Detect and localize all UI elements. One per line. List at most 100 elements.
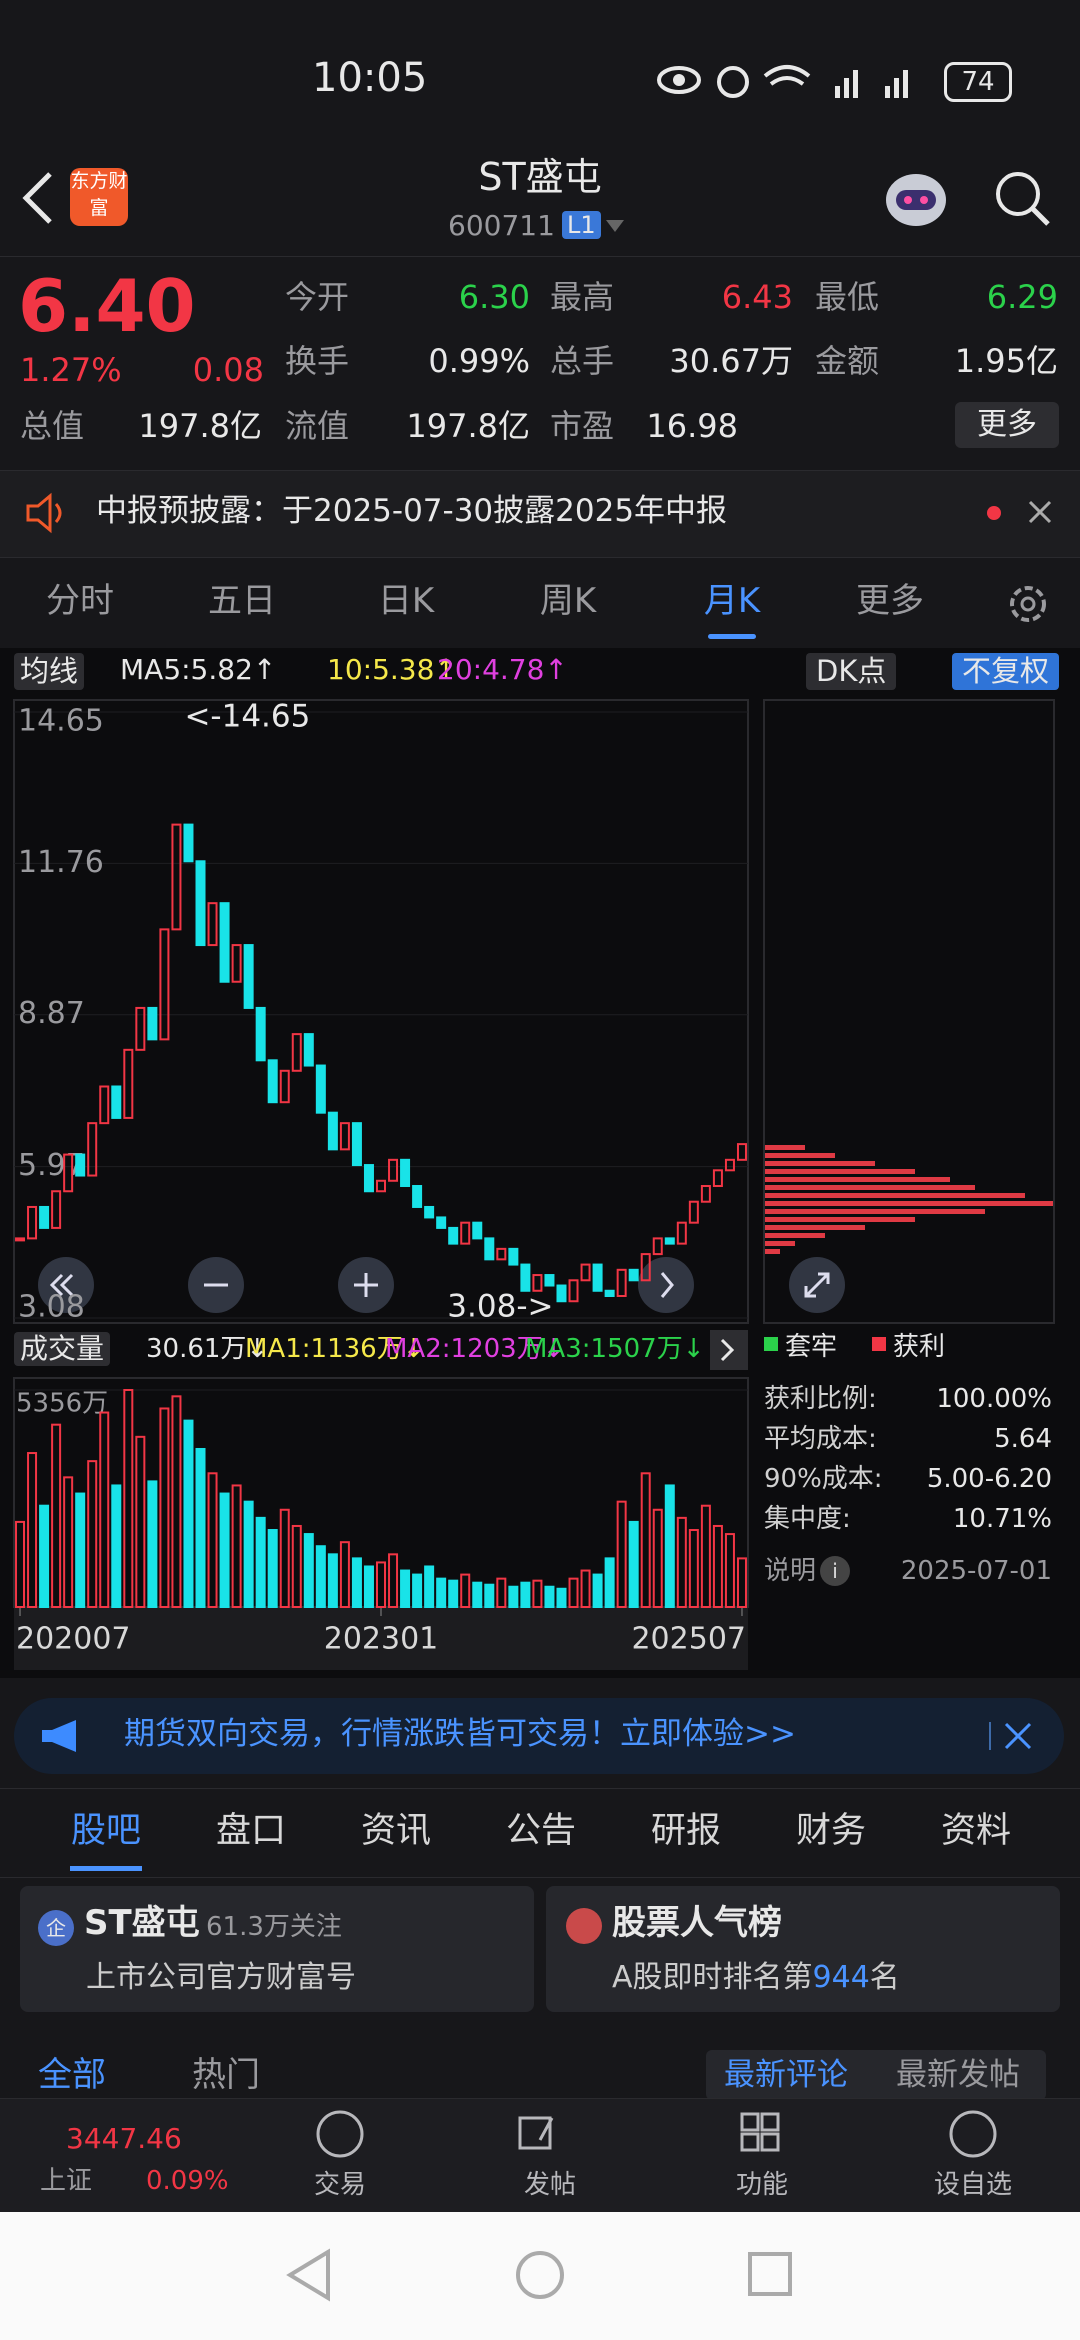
volume-bar <box>412 1573 423 1609</box>
feed-tab-all[interactable]: 全部 <box>38 2055 106 2095</box>
robot-icon[interactable] <box>878 164 954 236</box>
volume-expand[interactable] <box>710 1330 748 1370</box>
info-icon[interactable]: i <box>820 1556 850 1586</box>
candle <box>303 1033 314 1067</box>
period-tab[interactable]: 周K <box>539 581 597 621</box>
period-tab[interactable]: 日K <box>377 581 435 621</box>
volume-bar <box>303 1533 314 1609</box>
notice-close[interactable] <box>984 498 1054 528</box>
volume-bar <box>87 1460 98 1609</box>
candle <box>243 944 254 1009</box>
nav-item[interactable]: 交易 <box>313 2170 366 2200</box>
candle <box>544 1274 555 1287</box>
stock-code: 600711 <box>448 209 555 242</box>
price-tick-label: 11.76 <box>18 845 104 880</box>
stock-title: ST盛屯 <box>478 155 602 199</box>
nav-item[interactable]: 功能 <box>735 2170 788 2200</box>
price-tick-label: 8.87 <box>18 996 85 1031</box>
company-card[interactable] <box>20 1886 534 2012</box>
volume-ma2: MA2:1203万↓ <box>385 1334 565 1364</box>
price-tick-label: 14.65 <box>18 704 104 739</box>
chip-value: 100.00% <box>936 1384 1052 1414</box>
popularity-title[interactable]: 股票人气榜 <box>612 1903 782 1943</box>
nav-icons <box>316 2110 997 2158</box>
volume-bar <box>388 1553 399 1608</box>
sort-latest-comment[interactable]: 最新评论 <box>724 2057 848 2093</box>
notice-bar[interactable] <box>0 470 1080 558</box>
popularity-desc: A股即时排名第944名 <box>612 1963 900 1993</box>
candle <box>448 1226 459 1245</box>
ad-close[interactable] <box>988 1718 1038 1754</box>
legend-swatch-profit <box>872 1337 886 1351</box>
back-button[interactable] <box>18 170 58 226</box>
battery: 74 <box>944 62 1012 102</box>
chip-note[interactable]: 说明 <box>764 1556 817 1586</box>
rank-number: 944 <box>812 1960 870 1995</box>
volume-current: 30.61万↓ <box>146 1334 269 1364</box>
content-tab[interactable]: 资料 <box>940 1811 1011 1851</box>
candle <box>376 1179 386 1193</box>
candle <box>39 1205 50 1229</box>
content-tab[interactable]: 资讯 <box>360 1811 431 1851</box>
candle <box>87 1122 98 1177</box>
content-tab[interactable]: 研报 <box>650 1811 721 1851</box>
nav-item[interactable]: 设自选 <box>933 2170 1012 2200</box>
notice-text[interactable]: 中报预披露：于2025-07-30披露2025年中报 <box>96 493 728 529</box>
stat-value: 197.8亿 <box>406 407 530 445</box>
candle <box>616 1268 627 1298</box>
candle <box>676 1221 687 1245</box>
candle <box>327 1111 338 1151</box>
stat-value: 6.30 <box>458 278 530 316</box>
nav-item[interactable]: 发帖 <box>523 2170 576 2200</box>
dk-button[interactable]: DK点 <box>806 653 897 690</box>
candle <box>51 1190 62 1229</box>
stat-label: 最低 <box>815 278 880 316</box>
price-tick-label: 3.08 <box>18 1290 85 1325</box>
content-tab[interactable]: 盘口 <box>215 1811 286 1851</box>
ma10: 10:5.38↑ <box>327 653 458 686</box>
system-nav-buttons[interactable] <box>0 2240 1080 2310</box>
period-tab[interactable]: 五日 <box>208 581 276 621</box>
period-tab[interactable]: 更多 <box>856 581 924 621</box>
search-button[interactable] <box>992 168 1052 228</box>
volume-bar <box>99 1411 110 1608</box>
adjust-button[interactable]: 不复权 <box>952 653 1060 690</box>
feed-tab-hot[interactable]: 热门 <box>192 2055 260 2095</box>
settings-button[interactable] <box>1004 580 1052 628</box>
candle <box>532 1274 543 1292</box>
candle <box>171 823 182 931</box>
ad-banner[interactable] <box>14 1698 1064 1774</box>
candle <box>351 1122 362 1167</box>
content-tab[interactable]: 财务 <box>795 1811 866 1851</box>
status-icons <box>657 65 908 98</box>
content-tab[interactable]: 公告 <box>505 1811 576 1851</box>
candle <box>652 1237 663 1256</box>
content-tab[interactable]: 股吧 <box>70 1811 141 1851</box>
volume-bar <box>712 1524 723 1608</box>
period-tab[interactable]: 分时 <box>46 581 114 621</box>
volume-selector[interactable]: 成交量 <box>14 1332 111 1366</box>
candle <box>279 1069 290 1104</box>
dropdown[interactable] <box>604 218 626 234</box>
index-value[interactable]: 3447.46 <box>66 2122 182 2155</box>
sort-latest-post[interactable]: 最新发帖 <box>896 2057 1020 2093</box>
volume-bar <box>544 1585 555 1609</box>
more-button[interactable]: 更多 <box>955 402 1059 448</box>
volume-bar <box>604 1557 615 1609</box>
chart-controls[interactable] <box>38 1257 845 1313</box>
control-glyphs <box>49 1272 830 1298</box>
system-nav <box>0 2212 1080 2340</box>
volume-bar <box>400 1569 411 1608</box>
candle <box>63 1153 74 1193</box>
ma-selector[interactable]: 均线 <box>14 653 85 690</box>
ad-text[interactable]: 期货双向交易，行情涨跌皆可交易！立即体验>> <box>124 1716 796 1752</box>
company-badge: 企 <box>38 1910 74 1946</box>
volume-bar <box>484 1583 495 1608</box>
level-badge[interactable]: L1 <box>562 211 601 239</box>
ma20: 20:4.78↑ <box>437 653 568 686</box>
popularity-card[interactable] <box>546 1886 1060 2012</box>
candle <box>159 928 170 1041</box>
company-title[interactable]: ST盛屯 <box>84 1903 200 1943</box>
period-tab[interactable]: 月K <box>703 581 761 621</box>
